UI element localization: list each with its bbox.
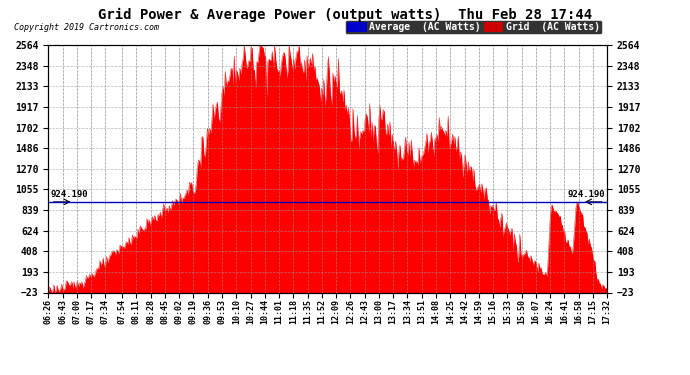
Text: Grid Power & Average Power (output watts)  Thu Feb 28 17:44: Grid Power & Average Power (output watts… <box>98 8 592 22</box>
Text: Copyright 2019 Cartronics.com: Copyright 2019 Cartronics.com <box>14 23 159 32</box>
Text: 924.190: 924.190 <box>567 190 604 199</box>
Text: 924.190: 924.190 <box>51 190 88 199</box>
Legend: Average  (AC Watts), Grid  (AC Watts): Average (AC Watts), Grid (AC Watts) <box>345 20 602 34</box>
